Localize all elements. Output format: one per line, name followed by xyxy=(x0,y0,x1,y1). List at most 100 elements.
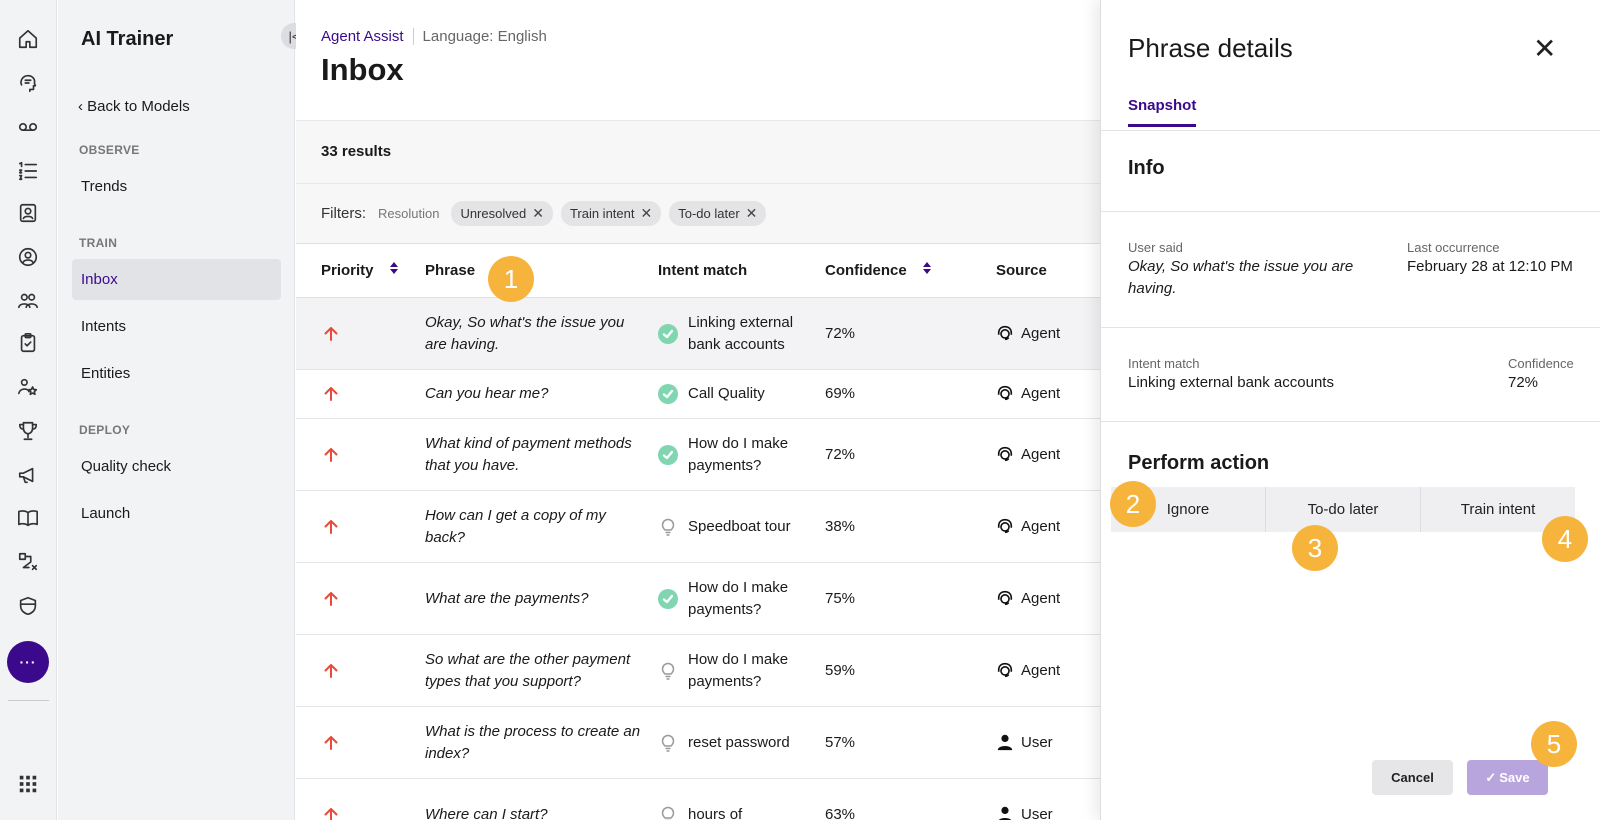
tab-snapshot[interactable]: Snapshot xyxy=(1128,97,1197,127)
todo-later-button[interactable]: To-do later xyxy=(1266,487,1421,532)
trophy-icon[interactable] xyxy=(15,418,41,444)
ignore-button[interactable]: Ignore xyxy=(1111,487,1266,532)
contact-card-icon[interactable] xyxy=(15,200,41,226)
match-check-icon xyxy=(658,324,678,344)
last-occurrence-value: February 28 at 12:10 PM xyxy=(1407,258,1573,275)
source-text: Agent xyxy=(1021,589,1061,607)
match-check-icon xyxy=(658,445,678,465)
breadcrumb: Agent Assist Language: English xyxy=(321,28,547,45)
user-icon xyxy=(996,805,1014,820)
user-said-label: User said xyxy=(1128,240,1183,255)
filters-label: Filters: xyxy=(321,205,366,222)
intent-text: Linking external bank accounts xyxy=(688,314,794,353)
callout-badge: 4 xyxy=(1542,516,1588,562)
book-icon[interactable] xyxy=(15,505,41,531)
source-text: Agent xyxy=(1021,384,1061,402)
lightbulb-icon xyxy=(658,661,678,681)
table-row[interactable]: Can you hear me? Call Quality 69% Agent xyxy=(296,370,1100,419)
intent-text: Speedboat tour xyxy=(688,518,791,535)
user-said-value: Okay, So what's the issue you are having… xyxy=(1128,258,1354,297)
confidence-text: 63% xyxy=(825,806,856,820)
nav-item-quality-check[interactable]: Quality check xyxy=(81,458,172,475)
agent-headset-icon xyxy=(996,445,1014,463)
rail-divider xyxy=(8,700,49,701)
user-icon xyxy=(996,733,1014,751)
intent-text: Call Quality xyxy=(688,385,765,402)
people-star-icon[interactable] xyxy=(15,374,41,400)
close-icon[interactable]: ✕ xyxy=(1533,33,1557,64)
nav-item-launch[interactable]: Launch xyxy=(81,505,131,522)
filter-group-label: Resolution xyxy=(378,206,440,221)
breadcrumb-product[interactable]: Agent Assist xyxy=(321,28,404,45)
confidence-value: 72% xyxy=(1508,374,1539,391)
priority-high-icon xyxy=(322,446,340,464)
table-row[interactable]: Where can I start? hours of 63% User xyxy=(296,779,1100,820)
team-icon[interactable] xyxy=(15,287,41,313)
confidence-label: Confidence xyxy=(1508,356,1574,371)
flow-icon[interactable] xyxy=(15,549,41,575)
confidence-text: 57% xyxy=(825,734,856,751)
more-button[interactable]: ··· xyxy=(7,641,49,683)
table-row[interactable]: What are the payments? How do I make paym… xyxy=(296,563,1100,635)
confidence-text: 38% xyxy=(825,518,856,535)
sort-confidence-icon[interactable] xyxy=(923,262,931,274)
remove-filter-icon[interactable]: ✕ xyxy=(745,205,758,221)
filter-chip-todo-later[interactable]: To-do later ✕ xyxy=(669,201,767,226)
source-cell: Agent xyxy=(996,324,1060,342)
nav-section-observe: OBSERVE xyxy=(79,143,140,157)
remove-filter-icon[interactable]: ✕ xyxy=(640,205,653,221)
back-to-models-link[interactable]: ‹ Back to Models xyxy=(78,98,190,115)
source-cell: Agent xyxy=(996,661,1060,679)
filter-chip-train-intent[interactable]: Train intent ✕ xyxy=(560,201,662,226)
priority-high-icon xyxy=(322,662,340,680)
nav-item-intents[interactable]: Intents xyxy=(81,318,127,335)
phrase-text: What kind of payment methods that you ha… xyxy=(425,435,632,474)
phrase-details-panel: Phrase details ✕ Snapshot Info User said… xyxy=(1100,0,1600,820)
phrase-text: Okay, So what's the issue you are having… xyxy=(425,314,625,353)
train-intent-button[interactable]: Train intent xyxy=(1460,501,1536,518)
column-confidence[interactable]: Confidence xyxy=(825,262,907,279)
agent-circle-icon[interactable] xyxy=(15,244,41,270)
sort-priority-icon[interactable] xyxy=(390,262,398,274)
confidence-text: 72% xyxy=(825,446,856,463)
brain-icon[interactable] xyxy=(15,70,41,96)
save-button[interactable]: ✓ Save xyxy=(1467,760,1548,795)
table-row[interactable]: Okay, So what's the issue you are having… xyxy=(296,298,1100,370)
nav-section-deploy: DEPLOY xyxy=(79,423,131,437)
phrase-text: What are the payments? xyxy=(425,590,589,607)
source-text: User xyxy=(1021,733,1053,751)
table-row[interactable]: What kind of payment methods that you ha… xyxy=(296,419,1100,491)
source-cell: User xyxy=(996,805,1053,820)
list-icon[interactable] xyxy=(15,158,41,184)
remove-filter-icon[interactable]: ✕ xyxy=(532,205,544,221)
source-text: Agent xyxy=(1021,324,1061,342)
table-row[interactable]: What is the process to create an index? r… xyxy=(296,707,1100,779)
clipboard-icon[interactable] xyxy=(15,330,41,356)
nav-item-inbox[interactable]: Inbox xyxy=(72,259,281,300)
intent-text: How do I make payments? xyxy=(688,435,789,474)
nav-item-entities[interactable]: Entities xyxy=(81,365,131,382)
home-icon[interactable] xyxy=(15,26,41,52)
agent-headset-icon xyxy=(996,517,1014,535)
filter-chip-unresolved[interactable]: Unresolved ✕ xyxy=(451,201,553,226)
priority-high-icon xyxy=(322,806,340,820)
filters-bar: Filters: Resolution Unresolved ✕ Train in… xyxy=(296,184,1100,244)
callout-badge: 3 xyxy=(1292,525,1338,571)
nav-item-trends[interactable]: Trends xyxy=(81,178,128,195)
column-priority[interactable]: Priority xyxy=(321,262,374,279)
phrase-text: What is the process to create an index? xyxy=(425,723,641,762)
megaphone-icon[interactable] xyxy=(15,462,41,488)
source-text: User xyxy=(1021,805,1053,820)
info-heading: Info xyxy=(1128,157,1165,179)
phrase-text: Can you hear me? xyxy=(425,385,549,402)
table-row[interactable]: How can I get a copy of my back? Speedboa… xyxy=(296,491,1100,563)
priority-high-icon xyxy=(322,734,340,752)
shield-icon[interactable] xyxy=(15,593,41,619)
voicemail-icon[interactable] xyxy=(15,114,41,140)
apps-grid-icon[interactable] xyxy=(15,771,41,797)
lightbulb-icon xyxy=(658,733,678,753)
cancel-button[interactable]: Cancel xyxy=(1372,760,1453,795)
match-check-icon xyxy=(658,384,678,404)
table-row[interactable]: So what are the other payment types that… xyxy=(296,635,1100,707)
source-cell: User xyxy=(996,733,1053,751)
